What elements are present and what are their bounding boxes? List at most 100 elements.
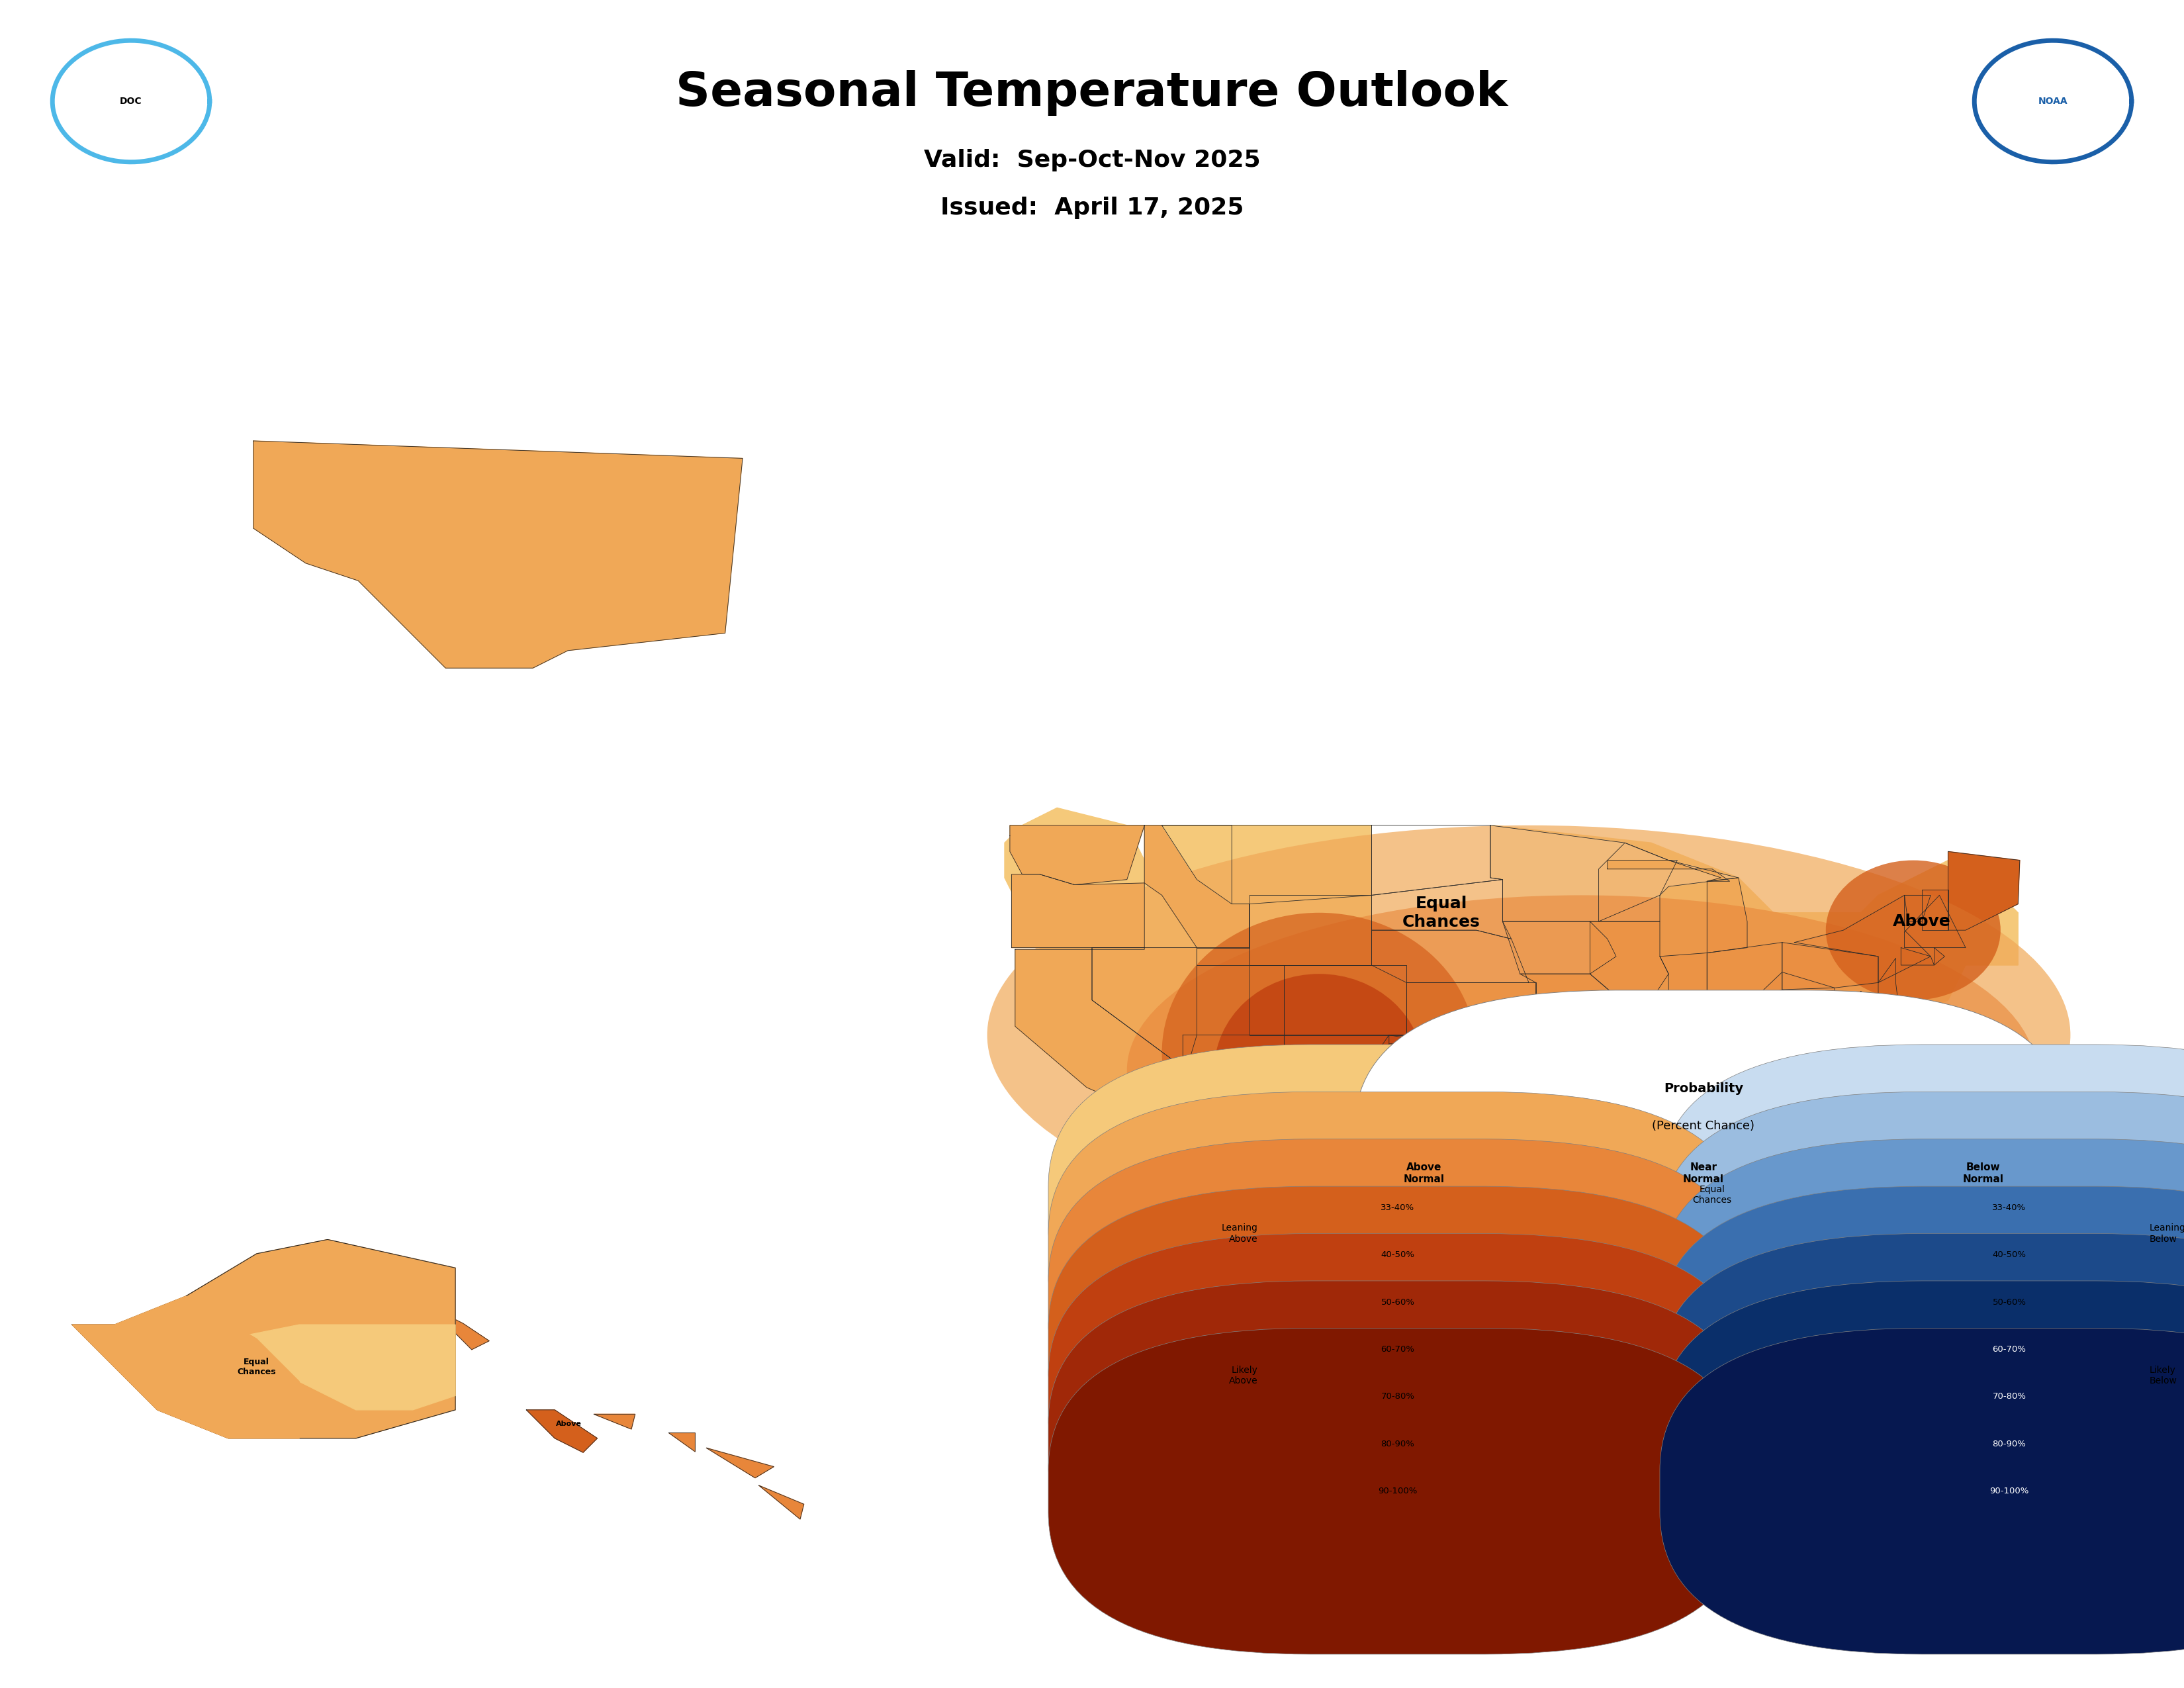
Polygon shape (758, 1485, 804, 1519)
Polygon shape (1005, 809, 2018, 1227)
Text: 40-50%: 40-50% (1380, 1251, 1415, 1259)
Polygon shape (1878, 959, 1898, 999)
Text: DOC: DOC (120, 96, 142, 106)
Text: 50-60%: 50-60% (1380, 1298, 1415, 1307)
Polygon shape (1372, 930, 1529, 982)
Polygon shape (253, 441, 743, 668)
Ellipse shape (1162, 913, 1476, 1192)
Polygon shape (1717, 1043, 1870, 1070)
Ellipse shape (1686, 1148, 1826, 1236)
Text: Equal
Chances: Equal Chances (1402, 896, 1481, 930)
Polygon shape (1642, 1070, 1712, 1153)
Polygon shape (1658, 1153, 1791, 1244)
FancyBboxPatch shape (1048, 1328, 1747, 1654)
Polygon shape (1904, 895, 1931, 922)
Ellipse shape (1127, 895, 2035, 1244)
Text: 80-90%: 80-90% (1992, 1440, 2027, 1448)
Text: Leaning
Above: Leaning Above (1221, 1224, 1258, 1244)
Polygon shape (72, 1296, 299, 1438)
Polygon shape (1389, 1035, 1540, 1094)
Polygon shape (1590, 922, 1669, 1026)
FancyBboxPatch shape (1660, 1234, 2184, 1560)
Polygon shape (1016, 947, 1186, 1112)
Text: Above: Above (1269, 1052, 1334, 1070)
Text: Probability: Probability (1664, 1082, 1743, 1096)
Text: Above: Above (1894, 913, 1950, 930)
Polygon shape (1284, 966, 1406, 1035)
Polygon shape (1745, 972, 1835, 1011)
Polygon shape (1948, 851, 2020, 930)
Text: 80-90%: 80-90% (1380, 1440, 1415, 1448)
FancyBboxPatch shape (1660, 1328, 2184, 1654)
Text: Above: Above (557, 1421, 581, 1428)
Polygon shape (1092, 947, 1197, 1070)
FancyBboxPatch shape (1660, 1139, 2184, 1465)
FancyBboxPatch shape (1048, 1234, 1747, 1560)
FancyBboxPatch shape (1354, 991, 2070, 1381)
Polygon shape (1861, 991, 1896, 1009)
Polygon shape (1520, 974, 1651, 1057)
Polygon shape (1708, 942, 1782, 1011)
Polygon shape (705, 1448, 773, 1479)
Polygon shape (384, 1288, 489, 1350)
Polygon shape (1693, 1067, 1776, 1123)
Text: Above
Normal: Above Normal (1404, 1163, 1444, 1185)
Text: 60-70%: 60-70% (1992, 1345, 2027, 1354)
Polygon shape (1011, 874, 1144, 947)
Polygon shape (1660, 954, 1708, 1018)
Polygon shape (1326, 1035, 1555, 1231)
FancyBboxPatch shape (1660, 1281, 2184, 1607)
Polygon shape (1599, 842, 1738, 922)
Polygon shape (668, 1433, 695, 1452)
Ellipse shape (987, 825, 2070, 1244)
Polygon shape (594, 1415, 636, 1430)
Polygon shape (1249, 895, 1372, 966)
Polygon shape (1489, 825, 1677, 922)
Polygon shape (1184, 1035, 1284, 1134)
Ellipse shape (1826, 861, 2001, 999)
Text: 70-80%: 70-80% (1992, 1393, 2027, 1401)
FancyBboxPatch shape (1048, 1187, 1747, 1512)
Polygon shape (1900, 947, 1935, 966)
Polygon shape (1544, 1106, 1638, 1175)
Polygon shape (227, 1325, 456, 1409)
FancyBboxPatch shape (1660, 1092, 2184, 1418)
Polygon shape (1406, 982, 1535, 1035)
Polygon shape (1634, 1009, 1835, 1043)
Polygon shape (1144, 825, 1249, 947)
Text: 90-100%: 90-100% (1378, 1487, 1417, 1496)
Text: 50-60%: 50-60% (1992, 1298, 2027, 1307)
FancyBboxPatch shape (1048, 1045, 1747, 1371)
Polygon shape (1800, 991, 1896, 1018)
Polygon shape (1535, 1043, 1625, 1106)
Text: Above: Above (1747, 1195, 1800, 1207)
Polygon shape (1284, 1035, 1389, 1134)
FancyBboxPatch shape (1048, 1139, 1747, 1465)
Polygon shape (1607, 861, 1730, 881)
Text: 40-50%: 40-50% (1992, 1251, 2027, 1259)
Polygon shape (72, 1239, 456, 1438)
Text: 33-40%: 33-40% (1992, 1204, 2027, 1212)
Text: Equal
Chances: Equal Chances (238, 1359, 275, 1376)
Polygon shape (1372, 879, 1511, 939)
Polygon shape (1197, 947, 1284, 1035)
Text: Seasonal Temperature Outlook: Seasonal Temperature Outlook (677, 69, 1507, 116)
Text: Likely
Below: Likely Below (2149, 1366, 2177, 1386)
FancyBboxPatch shape (1048, 1092, 1747, 1418)
Ellipse shape (1214, 974, 1424, 1166)
Polygon shape (1725, 989, 1874, 1043)
Text: 90-100%: 90-100% (1990, 1487, 2029, 1496)
Text: Near
Normal: Near Normal (1684, 1163, 1723, 1185)
Text: Likely
Above: Likely Above (1230, 1366, 1258, 1386)
Text: NOAA: NOAA (2038, 96, 2068, 106)
Polygon shape (1372, 825, 1503, 895)
Polygon shape (526, 1409, 598, 1452)
Text: 60-70%: 60-70% (1380, 1345, 1415, 1354)
Polygon shape (1162, 825, 1372, 905)
Text: Leaning
Below: Leaning Below (2149, 1224, 2184, 1244)
Text: Equal
Chances: Equal Chances (1693, 1185, 1732, 1205)
Text: Issued:  April 17, 2025: Issued: April 17, 2025 (941, 196, 1243, 219)
Text: 33-40%: 33-40% (1380, 1204, 1415, 1212)
Polygon shape (1503, 922, 1616, 974)
Polygon shape (1588, 1070, 1712, 1155)
